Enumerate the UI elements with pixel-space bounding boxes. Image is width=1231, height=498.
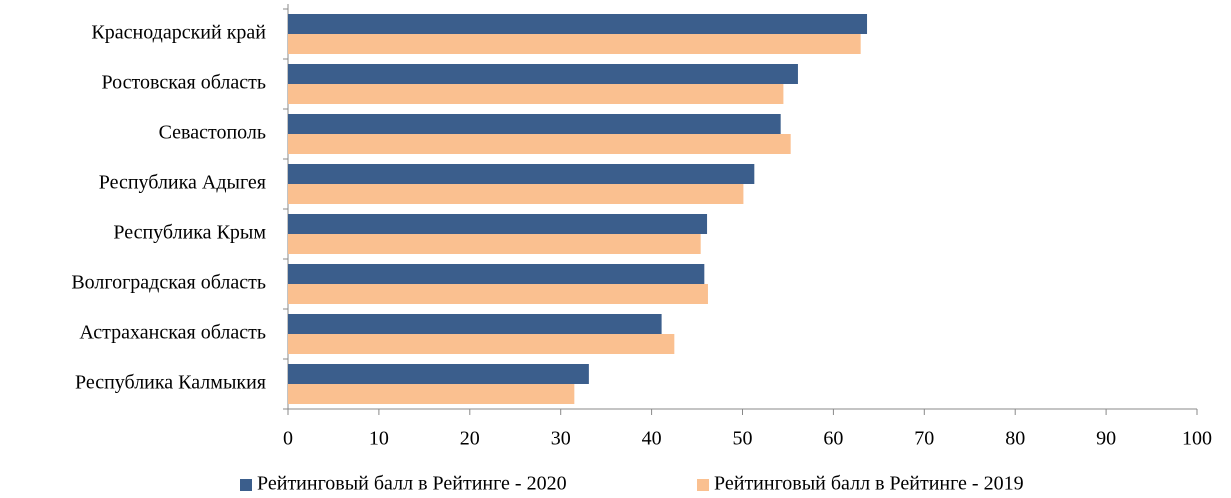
y-tick-label: Ростовская область	[102, 72, 266, 94]
y-tick-label: Волгоградская область	[71, 272, 266, 294]
bar	[288, 384, 575, 404]
x-tick-label: 0	[283, 428, 293, 450]
bar	[288, 184, 744, 204]
x-tick-label: 30	[551, 428, 571, 450]
bar	[288, 284, 708, 304]
bar	[288, 14, 868, 34]
y-tick-label: Краснодарский край	[91, 22, 266, 44]
bar	[288, 214, 708, 234]
bar	[288, 314, 662, 334]
x-tick-label: 100	[1182, 428, 1212, 450]
bar	[288, 64, 798, 84]
bar	[288, 234, 701, 254]
bar	[288, 114, 781, 134]
x-tick-label: 40	[642, 428, 662, 450]
x-tick-label: 10	[369, 428, 389, 450]
x-tick-label: 20	[460, 428, 480, 450]
x-tick-label: 60	[823, 428, 843, 450]
bar	[288, 164, 755, 184]
bar	[288, 34, 861, 54]
x-tick-label: 80	[1005, 428, 1025, 450]
y-tick-label: Республика Адыгея	[99, 172, 266, 194]
legend-label: Рейтинговый балл в Рейтинге - 2020	[257, 473, 567, 495]
legend-label: Рейтинговый балл в Рейтинге - 2019	[714, 473, 1024, 495]
bar	[288, 134, 791, 154]
bar	[288, 264, 705, 284]
bar	[288, 334, 675, 354]
x-tick-label: 70	[914, 428, 934, 450]
legend-swatch	[697, 479, 709, 491]
y-tick-label: Астраханская область	[79, 322, 266, 344]
bar	[288, 364, 589, 384]
bar	[288, 84, 784, 104]
y-tick-label: Республика Крым	[113, 222, 266, 244]
y-tick-label: Севастополь	[159, 122, 266, 144]
legend-swatch	[240, 479, 252, 491]
y-tick-label: Республика Калмыкия	[75, 372, 266, 394]
x-tick-label: 90	[1096, 428, 1116, 450]
x-tick-label: 50	[733, 428, 753, 450]
